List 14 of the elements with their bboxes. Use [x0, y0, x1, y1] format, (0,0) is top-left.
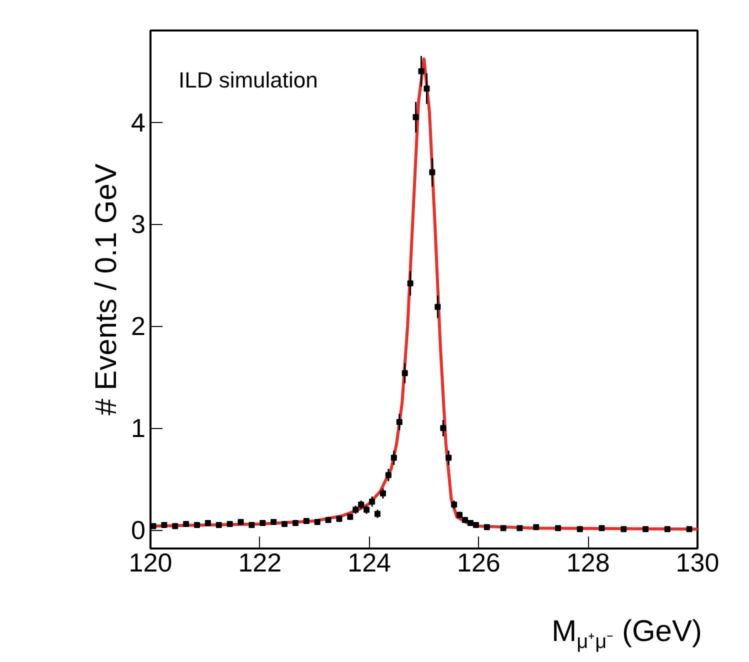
y-tick-label: 3 — [131, 209, 146, 240]
y-tick-label: 0 — [131, 515, 146, 546]
x-axis-title: M$_{μ⁺μ⁻}$ (GeV) — [552, 615, 702, 655]
x-tick-label: 130 — [676, 548, 720, 578]
x-tick-label: 128 — [566, 548, 610, 578]
y-tick-label: 4 — [131, 107, 146, 138]
x-tick-label: 120 — [128, 548, 172, 578]
y-tick-label: 1 — [131, 413, 146, 444]
y-axis-title: # Events / 0.1 GeV — [90, 164, 124, 416]
annotation: ILD simulation — [178, 68, 318, 92]
x-tick-label: 126 — [457, 548, 500, 578]
y-tick-label: 2 — [131, 311, 146, 342]
x-tick-label: 122 — [238, 548, 282, 578]
x-tick-label: 124 — [348, 548, 391, 578]
